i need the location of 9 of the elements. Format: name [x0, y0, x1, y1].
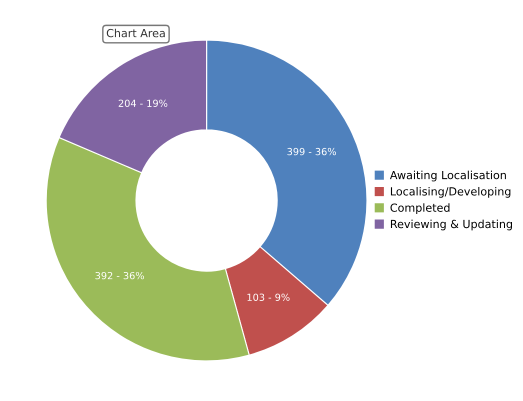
legend-label: Completed	[390, 203, 450, 214]
text: Chart Area	[106, 28, 165, 38]
legend-label: Localising/Developing	[390, 186, 510, 198]
legend-label: Awaiting Localisation	[390, 170, 506, 182]
data-label: 392 - 36%	[95, 272, 144, 280]
data-label: 103 - 9%	[248, 294, 290, 301]
legend-label: Reviewing & Updating	[390, 220, 512, 230]
data-label: 399 - 36%	[287, 148, 336, 156]
data-label: 204 - 19%	[118, 100, 168, 107]
